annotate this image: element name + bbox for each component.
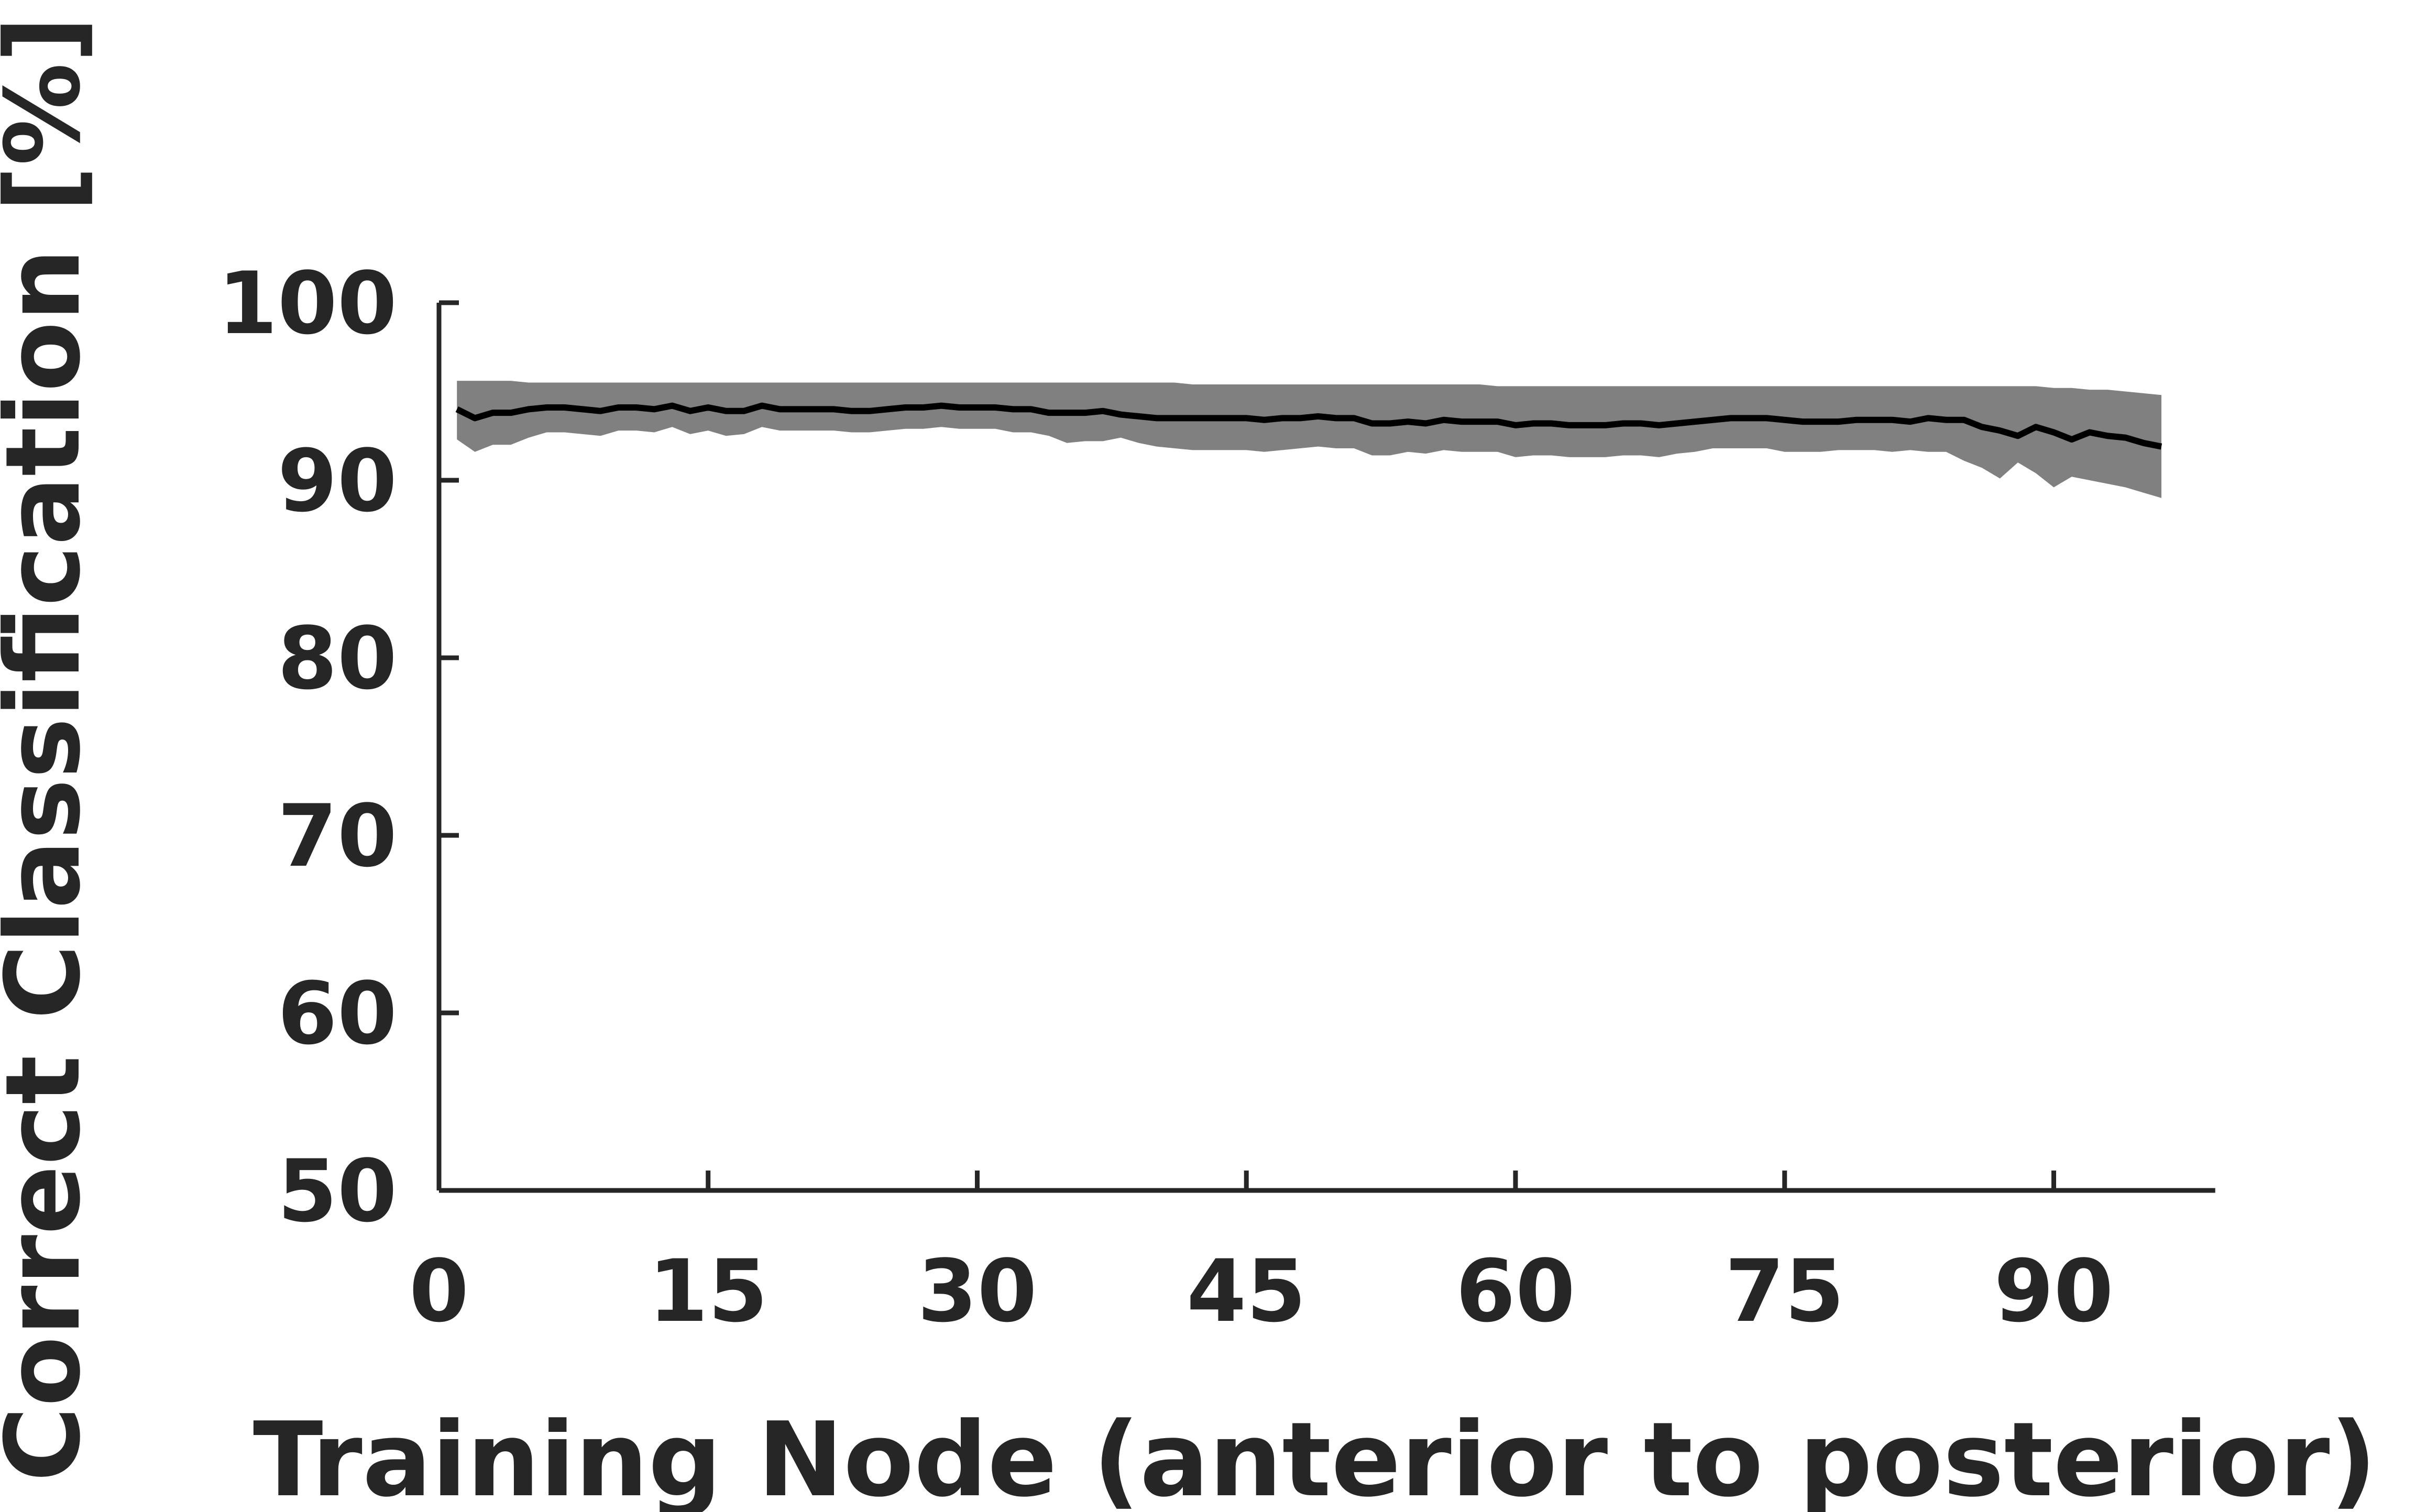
mean-line [455,402,2162,450]
x-tick-label: 75 [1725,1241,1844,1341]
axes: 50 60 70 80 90 100 0 15 30 45 60 75 90 [218,253,2215,1341]
y-tick-label: 50 [278,1141,397,1241]
y-tick-label: 60 [278,964,397,1064]
y-tick-label: 80 [278,609,397,709]
x-tick-label: 15 [649,1241,768,1341]
y-axis-label: Correct Classification [%] [0,16,103,1482]
band-layer [457,381,2161,498]
line-layer [455,402,2162,450]
x-tick-label: 90 [1994,1241,2113,1341]
x-tick-label: 60 [1456,1241,1575,1341]
x-tick-label: 45 [1187,1241,1306,1341]
x-tick-label: 0 [409,1241,469,1341]
y-tick-label: 90 [278,431,397,531]
x-axis-label: Training Node (anterior to posterior) [253,1400,2377,1512]
y-tick-label: 70 [278,786,397,886]
confidence-band [457,381,2161,498]
x-tick-label: 30 [917,1241,1037,1341]
y-tick-label: 100 [218,253,397,354]
